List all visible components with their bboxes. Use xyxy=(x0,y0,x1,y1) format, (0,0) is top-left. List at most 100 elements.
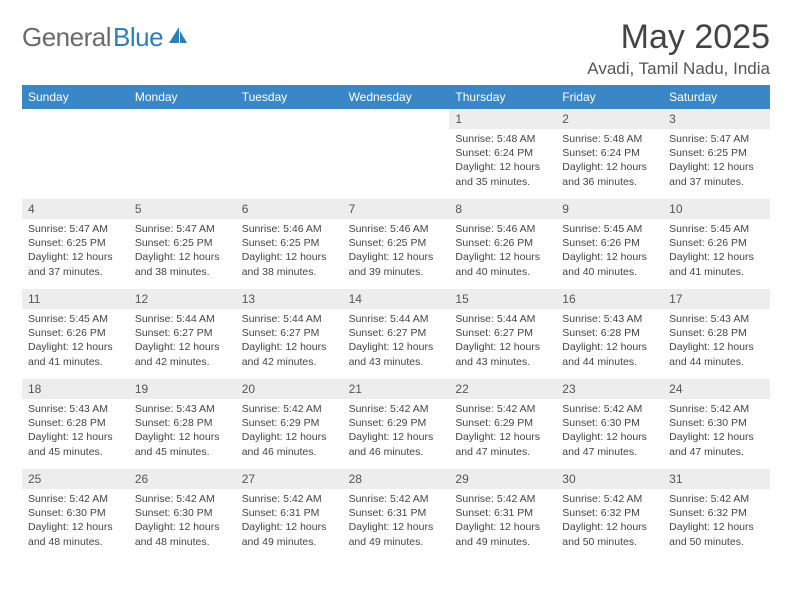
day-number: 8 xyxy=(449,199,556,219)
day-details: Sunrise: 5:42 AMSunset: 6:30 PMDaylight:… xyxy=(22,489,129,555)
day-details: Sunrise: 5:46 AMSunset: 6:25 PMDaylight:… xyxy=(343,219,450,285)
day-number: 21 xyxy=(343,379,450,399)
calendar-day-cell: 19Sunrise: 5:43 AMSunset: 6:28 PMDayligh… xyxy=(129,379,236,469)
sunrise-line: Sunrise: 5:42 AM xyxy=(455,402,550,416)
daylight-line: Daylight: 12 hours and 47 minutes. xyxy=(455,430,550,458)
sunset-line: Sunset: 6:27 PM xyxy=(349,326,444,340)
sunrise-line: Sunrise: 5:42 AM xyxy=(135,492,230,506)
day-number: 13 xyxy=(236,289,343,309)
sunrise-line: Sunrise: 5:48 AM xyxy=(455,132,550,146)
daylight-line: Daylight: 12 hours and 41 minutes. xyxy=(669,250,764,278)
day-number: 4 xyxy=(22,199,129,219)
daylight-line: Daylight: 12 hours and 41 minutes. xyxy=(28,340,123,368)
sunset-line: Sunset: 6:29 PM xyxy=(455,416,550,430)
day-number: 29 xyxy=(449,469,556,489)
daylight-line: Daylight: 12 hours and 42 minutes. xyxy=(242,340,337,368)
day-number: 25 xyxy=(22,469,129,489)
sunset-line: Sunset: 6:28 PM xyxy=(562,326,657,340)
calendar-day-cell: 29Sunrise: 5:42 AMSunset: 6:31 PMDayligh… xyxy=(449,469,556,559)
day-details: Sunrise: 5:42 AMSunset: 6:31 PMDaylight:… xyxy=(449,489,556,555)
sunset-line: Sunset: 6:26 PM xyxy=(562,236,657,250)
sunrise-line: Sunrise: 5:42 AM xyxy=(562,492,657,506)
sunset-line: Sunset: 6:25 PM xyxy=(28,236,123,250)
day-number: 19 xyxy=(129,379,236,399)
calendar-day-cell: 21Sunrise: 5:42 AMSunset: 6:29 PMDayligh… xyxy=(343,379,450,469)
day-details: Sunrise: 5:44 AMSunset: 6:27 PMDaylight:… xyxy=(236,309,343,375)
month-title: May 2025 xyxy=(587,18,770,57)
day-details: Sunrise: 5:43 AMSunset: 6:28 PMDaylight:… xyxy=(129,399,236,465)
calendar-week-row: 4Sunrise: 5:47 AMSunset: 6:25 PMDaylight… xyxy=(22,199,770,289)
day-details: Sunrise: 5:42 AMSunset: 6:29 PMDaylight:… xyxy=(343,399,450,465)
day-number: 7 xyxy=(343,199,450,219)
day-number: 14 xyxy=(343,289,450,309)
day-number: 1 xyxy=(449,109,556,129)
day-details: Sunrise: 5:47 AMSunset: 6:25 PMDaylight:… xyxy=(129,219,236,285)
sunset-line: Sunset: 6:32 PM xyxy=(669,506,764,520)
daylight-line: Daylight: 12 hours and 47 minutes. xyxy=(669,430,764,458)
day-details: Sunrise: 5:44 AMSunset: 6:27 PMDaylight:… xyxy=(449,309,556,375)
daylight-line: Daylight: 12 hours and 43 minutes. xyxy=(455,340,550,368)
daylight-line: Daylight: 12 hours and 49 minutes. xyxy=(242,520,337,548)
daylight-line: Daylight: 12 hours and 43 minutes. xyxy=(349,340,444,368)
day-number: 5 xyxy=(129,199,236,219)
logo: General Blue xyxy=(22,18,189,53)
sunrise-line: Sunrise: 5:42 AM xyxy=(562,402,657,416)
daylight-line: Daylight: 12 hours and 39 minutes. xyxy=(349,250,444,278)
calendar-week-row: ....1Sunrise: 5:48 AMSunset: 6:24 PMDayl… xyxy=(22,109,770,199)
day-number: 9 xyxy=(556,199,663,219)
calendar-day-cell: 14Sunrise: 5:44 AMSunset: 6:27 PMDayligh… xyxy=(343,289,450,379)
day-details: Sunrise: 5:42 AMSunset: 6:29 PMDaylight:… xyxy=(449,399,556,465)
calendar-day-cell: 24Sunrise: 5:42 AMSunset: 6:30 PMDayligh… xyxy=(663,379,770,469)
sunset-line: Sunset: 6:28 PM xyxy=(669,326,764,340)
day-number: 20 xyxy=(236,379,343,399)
location-label: Avadi, Tamil Nadu, India xyxy=(587,59,770,79)
daylight-line: Daylight: 12 hours and 40 minutes. xyxy=(562,250,657,278)
weekday-header-row: SundayMondayTuesdayWednesdayThursdayFrid… xyxy=(22,85,770,109)
sunset-line: Sunset: 6:27 PM xyxy=(135,326,230,340)
sunset-line: Sunset: 6:25 PM xyxy=(135,236,230,250)
calendar: SundayMondayTuesdayWednesdayThursdayFrid… xyxy=(22,85,770,559)
calendar-day-cell: 28Sunrise: 5:42 AMSunset: 6:31 PMDayligh… xyxy=(343,469,450,559)
sunset-line: Sunset: 6:24 PM xyxy=(562,146,657,160)
sunrise-line: Sunrise: 5:42 AM xyxy=(669,492,764,506)
day-number: 23 xyxy=(556,379,663,399)
day-details: Sunrise: 5:42 AMSunset: 6:31 PMDaylight:… xyxy=(343,489,450,555)
calendar-day-cell: 30Sunrise: 5:42 AMSunset: 6:32 PMDayligh… xyxy=(556,469,663,559)
day-details: Sunrise: 5:42 AMSunset: 6:32 PMDaylight:… xyxy=(556,489,663,555)
sunrise-line: Sunrise: 5:45 AM xyxy=(28,312,123,326)
sunrise-line: Sunrise: 5:42 AM xyxy=(242,492,337,506)
calendar-day-cell: 11Sunrise: 5:45 AMSunset: 6:26 PMDayligh… xyxy=(22,289,129,379)
sunset-line: Sunset: 6:25 PM xyxy=(242,236,337,250)
sunrise-line: Sunrise: 5:42 AM xyxy=(455,492,550,506)
title-block: May 2025 Avadi, Tamil Nadu, India xyxy=(587,18,770,79)
day-number: 16 xyxy=(556,289,663,309)
day-details: Sunrise: 5:48 AMSunset: 6:24 PMDaylight:… xyxy=(556,129,663,195)
daylight-line: Daylight: 12 hours and 47 minutes. xyxy=(562,430,657,458)
calendar-day-cell: 3Sunrise: 5:47 AMSunset: 6:25 PMDaylight… xyxy=(663,109,770,199)
sunset-line: Sunset: 6:32 PM xyxy=(562,506,657,520)
logo-sail-icon xyxy=(167,25,189,50)
calendar-day-cell: . xyxy=(22,109,129,199)
day-number: 12 xyxy=(129,289,236,309)
calendar-day-cell: . xyxy=(236,109,343,199)
sunrise-line: Sunrise: 5:48 AM xyxy=(562,132,657,146)
daylight-line: Daylight: 12 hours and 40 minutes. xyxy=(455,250,550,278)
calendar-day-cell: 31Sunrise: 5:42 AMSunset: 6:32 PMDayligh… xyxy=(663,469,770,559)
sunrise-line: Sunrise: 5:46 AM xyxy=(242,222,337,236)
day-details: Sunrise: 5:46 AMSunset: 6:26 PMDaylight:… xyxy=(449,219,556,285)
weekday-header-cell: Wednesday xyxy=(343,85,450,109)
day-details: Sunrise: 5:48 AMSunset: 6:24 PMDaylight:… xyxy=(449,129,556,195)
calendar-day-cell: 8Sunrise: 5:46 AMSunset: 6:26 PMDaylight… xyxy=(449,199,556,289)
day-details: Sunrise: 5:43 AMSunset: 6:28 PMDaylight:… xyxy=(663,309,770,375)
calendar-day-cell: . xyxy=(129,109,236,199)
sunset-line: Sunset: 6:31 PM xyxy=(242,506,337,520)
sunrise-line: Sunrise: 5:46 AM xyxy=(455,222,550,236)
day-number: 10 xyxy=(663,199,770,219)
day-details: Sunrise: 5:42 AMSunset: 6:29 PMDaylight:… xyxy=(236,399,343,465)
header: General Blue May 2025 Avadi, Tamil Nadu,… xyxy=(22,18,770,79)
day-number: 30 xyxy=(556,469,663,489)
sunrise-line: Sunrise: 5:47 AM xyxy=(28,222,123,236)
daylight-line: Daylight: 12 hours and 48 minutes. xyxy=(135,520,230,548)
sunset-line: Sunset: 6:31 PM xyxy=(455,506,550,520)
sunset-line: Sunset: 6:30 PM xyxy=(562,416,657,430)
